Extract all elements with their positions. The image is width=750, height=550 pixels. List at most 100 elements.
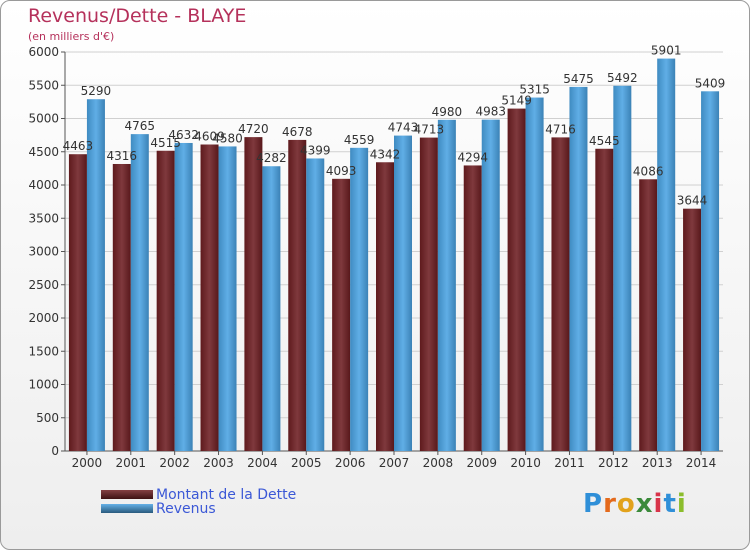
bar-revenus <box>130 134 149 451</box>
bar-revenus <box>525 97 544 452</box>
bar-dette <box>463 165 482 451</box>
brand-logo: Proxiti <box>583 489 687 519</box>
chart-subtitle: (en milliers d'€) <box>28 30 115 43</box>
brand-letter: i <box>676 489 687 519</box>
brand-letter: o <box>616 489 636 519</box>
value-label-dette: 4294 <box>457 150 488 164</box>
chart-title: Revenus/Dette - BLAYE <box>28 5 247 27</box>
value-label-revenus: 4282 <box>256 151 287 165</box>
legend-swatch-dette <box>101 490 153 499</box>
y-tick-label: 6000 <box>28 45 59 59</box>
bar-dette <box>683 208 702 451</box>
value-label-dette: 4678 <box>282 125 313 139</box>
value-label-dette: 4093 <box>326 164 357 178</box>
y-tick-label: 4500 <box>28 145 59 159</box>
value-label-revenus: 5409 <box>695 76 726 90</box>
bar-dette <box>332 178 351 452</box>
value-label-dette: 4086 <box>633 164 664 178</box>
value-label-dette: 4545 <box>589 134 620 148</box>
bar-revenus <box>613 85 632 452</box>
x-tick-label: 2003 <box>203 456 234 470</box>
bars <box>68 58 720 452</box>
value-label-dette: 4342 <box>370 147 401 161</box>
y-tick-label: 5000 <box>28 112 59 126</box>
y-tick-label: 2000 <box>28 311 59 325</box>
brand-letter: i <box>653 489 664 519</box>
value-label-revenus: 4743 <box>388 121 419 135</box>
x-tick-label: 2012 <box>598 456 629 470</box>
value-label-dette: 4316 <box>107 149 138 163</box>
x-tick-label: 2000 <box>72 456 103 470</box>
x-tick-label: 2004 <box>247 456 278 470</box>
value-label-dette: 4609 <box>194 130 225 144</box>
bar-dette <box>112 163 131 451</box>
brand-letter: P <box>583 489 604 519</box>
bar-revenus <box>394 135 412 451</box>
value-label-revenus: 5475 <box>563 72 594 86</box>
x-tick-label: 2002 <box>159 456 190 470</box>
bar-revenus <box>218 146 237 451</box>
bar-dette <box>156 150 175 451</box>
y-tick-label: 3000 <box>28 245 59 259</box>
bar-dette <box>376 162 394 451</box>
y-tick-label: 4000 <box>28 178 59 192</box>
x-tick-label: 2005 <box>291 456 322 470</box>
value-label-revenus: 5315 <box>519 83 550 97</box>
value-label-dette: 4463 <box>63 139 94 153</box>
bar-dette <box>200 144 219 451</box>
value-label-revenus: 5492 <box>607 71 638 85</box>
bar-dette <box>595 148 614 451</box>
brand-letter: t <box>663 489 677 519</box>
bar-revenus <box>306 158 325 452</box>
y-axis-ticks: 0 500 1000 1500 2000 2500 3000 3500 4000 4500 5000… <box>28 45 59 458</box>
y-tick-label: 500 <box>36 411 59 425</box>
x-tick-label: 2009 <box>466 456 497 470</box>
y-tick-label: 5500 <box>28 78 59 92</box>
value-label-dette: 4716 <box>545 122 576 136</box>
value-label-dette: 4713 <box>414 123 445 137</box>
bar-revenus <box>350 147 369 451</box>
bar-revenus <box>701 91 720 451</box>
bar-revenus <box>262 166 281 451</box>
bar-dette <box>288 139 307 451</box>
bar-revenus <box>657 58 676 452</box>
legend-label-revenus: Revenus <box>156 501 216 517</box>
bar-revenus <box>481 119 500 452</box>
x-tick-label: 2010 <box>510 456 541 470</box>
bar-dette <box>244 137 263 451</box>
bar-dette <box>551 137 570 452</box>
y-tick-label: 2500 <box>28 278 59 292</box>
value-label-revenus: 4765 <box>125 119 156 133</box>
legend-swatch-revenus <box>101 504 153 513</box>
bar-revenus <box>437 119 456 451</box>
legend-label-dette: Montant de la Dette <box>156 487 297 503</box>
bar-dette <box>507 108 526 452</box>
value-label-revenus: 4399 <box>300 143 331 157</box>
y-tick-label: 3500 <box>28 211 59 225</box>
value-label-revenus: 5901 <box>651 44 682 58</box>
value-label-dette: 4515 <box>150 136 181 150</box>
bar-revenus <box>174 142 193 452</box>
value-label-revenus: 4632 <box>168 128 199 142</box>
x-tick-label: 2001 <box>116 456 147 470</box>
bar-revenus <box>569 86 588 451</box>
x-tick-label: 2007 <box>379 456 410 470</box>
y-tick-label: 0 <box>51 444 59 458</box>
x-tick-label: 2014 <box>686 456 717 470</box>
y-tick-label: 1000 <box>28 378 59 392</box>
value-label-revenus: 4980 <box>432 105 463 119</box>
brand-letter: r <box>603 489 617 519</box>
value-label-dette: 5149 <box>501 94 532 108</box>
y-tick-label: 1500 <box>28 344 59 358</box>
bar-dette <box>68 154 87 451</box>
x-tick-label: 2011 <box>554 456 585 470</box>
bar-dette <box>419 137 438 451</box>
brand-letter: x <box>635 489 654 519</box>
x-tick-label: 2013 <box>642 456 673 470</box>
bar-dette <box>639 179 658 451</box>
value-label-revenus: 4559 <box>344 133 375 147</box>
x-axis-ticks: 2000 2001 2002 2003 2004 2005 2006 2007 2008 2009… <box>72 451 717 470</box>
